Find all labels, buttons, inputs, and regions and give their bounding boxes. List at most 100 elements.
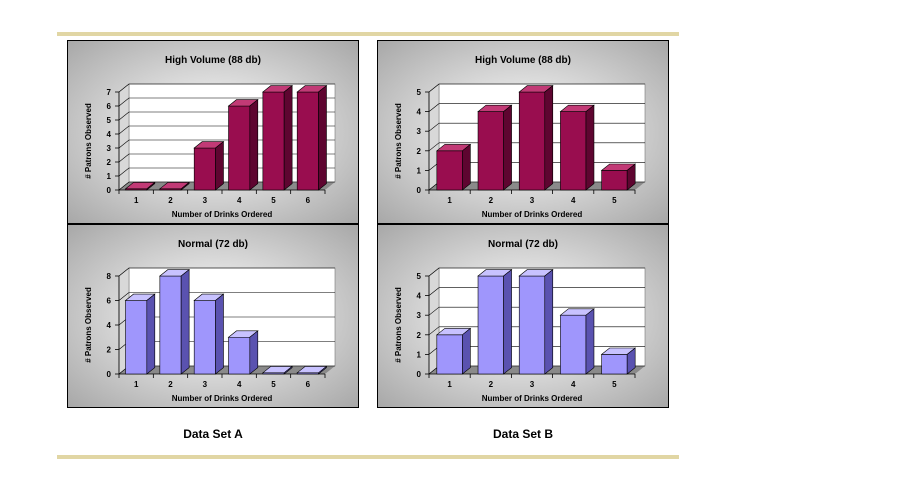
chart-3-xtick-label: 4: [571, 380, 576, 389]
chart-0-xtick-label: 1: [134, 196, 139, 205]
chart-2-ytick-label: 0: [417, 186, 422, 195]
chart-1-ytick-label: 0: [107, 370, 112, 379]
chart-1-xtick-label: 1: [134, 380, 139, 389]
chart-2-ytick-label: 5: [417, 88, 422, 97]
chart-0-gridline-side: [118, 83, 130, 93]
chart-2-ytick-label: 4: [417, 108, 422, 117]
chart-0-bar: [262, 84, 293, 191]
chart-3-bar: [477, 268, 513, 375]
chart-3-xtick-label: 2: [489, 380, 494, 389]
chart-3-bar-front: [436, 334, 463, 375]
chart-0-bar: [296, 84, 328, 191]
chart-3-gridline-side: [428, 267, 440, 277]
chart-0-ytick-label: 0: [107, 186, 112, 195]
chart-0-ytick-label: 1: [107, 172, 112, 181]
chart-2-ytick-label: 3: [417, 127, 422, 136]
chart-2-bar-front: [477, 111, 504, 191]
chart-3-ytick-label: 1: [417, 350, 422, 359]
bottom-divider-rule: [57, 455, 679, 459]
chart-0-bar: [159, 181, 190, 191]
chart-2-xtick-label: 4: [571, 196, 576, 205]
chart-panel-2: High Volume (88 db) 0 1 2 3 4 5 1 2 3 4 5 Number of …: [377, 40, 669, 224]
chart-2-bar: [518, 84, 554, 191]
chart-0-bar: [227, 98, 259, 191]
chart-0-ytick-label: 6: [107, 102, 112, 111]
data-set-a-figure: High Volume (88 db) 0 1 2 3 4 5 6 7 1 2 3 4 5 6 Number …: [67, 40, 359, 408]
chart-0-gridline-side: [118, 167, 130, 177]
chart-1-xtick-label: 6: [306, 380, 311, 389]
chart-3-xtick-label: 5: [612, 380, 617, 389]
chart-0-xtick-label: 2: [168, 196, 173, 205]
chart-1-xtick-label: 2: [168, 380, 173, 389]
chart-0-gridline-side: [118, 125, 130, 135]
chart-1-bar: [296, 365, 328, 375]
chart-2-ytick-label: 2: [417, 147, 422, 156]
data-set-a-caption: Data Set A: [183, 427, 243, 441]
chart-2-gridline-side: [428, 103, 440, 112]
chart-2-bar-side: [626, 163, 636, 191]
data-set-b-charts: High Volume (88 db) 0 1 2 3 4 5 1 2 3 4 5 Number of …: [377, 40, 669, 408]
chart-0-ytick-label: 4: [107, 130, 112, 139]
chart-1-bar-side: [318, 365, 327, 375]
chart-2-bar-front: [436, 150, 463, 191]
chart-1-ytick-label: 2: [107, 346, 112, 355]
chart-0-side-wall: [118, 83, 130, 191]
chart-0-bar-side: [215, 140, 224, 191]
chart-2-gridline-side: [428, 83, 440, 93]
chart-2-bar-front: [518, 91, 546, 191]
data-set-b-caption: Data Set B: [492, 427, 554, 441]
chart-0-bar-side: [249, 98, 259, 191]
chart-3-title: Normal (72 db): [488, 239, 558, 250]
chart-1-bar-side: [146, 293, 156, 375]
chart-2-bar-side: [503, 104, 512, 191]
chart-0-gridline-side: [118, 153, 130, 163]
chart-1-bar-side: [215, 293, 224, 375]
chart-1-xtick-label: 4: [237, 380, 242, 389]
chart-1-bar-front: [228, 336, 251, 375]
chart-3-gridline-side: [428, 306, 440, 316]
chart-1-ytick-label: 8: [107, 272, 112, 281]
chart-0-xtick-label: 4: [237, 196, 242, 205]
chart-0-ylabel: # Patrons Observed: [84, 103, 93, 179]
chart-2-bar-side: [462, 143, 471, 191]
chart-0-bar-side: [146, 181, 156, 191]
chart-3-ytick-label: 3: [417, 311, 422, 320]
chart-3-bar-side: [585, 308, 595, 375]
chart-3-xlabel: Number of Drinks Ordered: [482, 394, 583, 403]
chart-0-title: High Volume (88 db): [165, 55, 261, 66]
chart-3-bar-side: [462, 327, 471, 375]
chart-0-bar-front: [262, 91, 285, 191]
chart-0-bar-side: [318, 84, 327, 191]
chart-1-bar-front: [193, 300, 216, 375]
chart-0-xtick-label: 5: [271, 196, 276, 205]
chart-1-bar: [227, 330, 259, 375]
chart-1-bar: [262, 365, 293, 375]
chart-0-gridline-side: [118, 181, 130, 191]
chart-2-xtick-label: 5: [612, 196, 617, 205]
chart-1-bar-front: [159, 275, 182, 375]
chart-0-xtick-label: 3: [203, 196, 208, 205]
chart-3-bar-front: [477, 275, 504, 375]
chart-0-ytick-label: 2: [107, 158, 112, 167]
chart-1-bar: [159, 268, 190, 375]
chart-panel-0: High Volume (88 db) 0 1 2 3 4 5 6 7 1 2 3 4 5 6 Number …: [67, 40, 359, 224]
chart-2-xlabel: Number of Drinks Ordered: [482, 210, 583, 219]
chart-3-bar: [559, 308, 595, 375]
chart-0-xlabel: Number of Drinks Ordered: [172, 210, 273, 219]
chart-0-ytick-label: 5: [107, 116, 112, 125]
chart-3-xtick-label: 1: [447, 380, 452, 389]
chart-2-bar-side: [585, 104, 595, 191]
chart-3-bar-front: [560, 314, 587, 375]
chart-1-xlabel: Number of Drinks Ordered: [172, 394, 273, 403]
chart-1-bar-front: [125, 300, 148, 375]
chart-2-title: High Volume (88 db): [475, 55, 571, 66]
chart-0-bar-side: [283, 84, 293, 191]
chart-panel-1: Normal (72 db) 0 2 4 6 8 1 2 3 4 5 6 Number of Drink…: [67, 224, 359, 408]
chart-2-bar-side: [544, 84, 554, 191]
chart-1-bar: [124, 293, 156, 375]
chart-1-ylabel: # Patrons Observed: [84, 287, 93, 363]
chart-0-ytick-label: 3: [107, 144, 112, 153]
chart-0-gridline-side: [118, 97, 130, 107]
chart-3-ytick-label: 4: [417, 292, 422, 301]
chart-1-title: Normal (72 db): [178, 239, 248, 250]
